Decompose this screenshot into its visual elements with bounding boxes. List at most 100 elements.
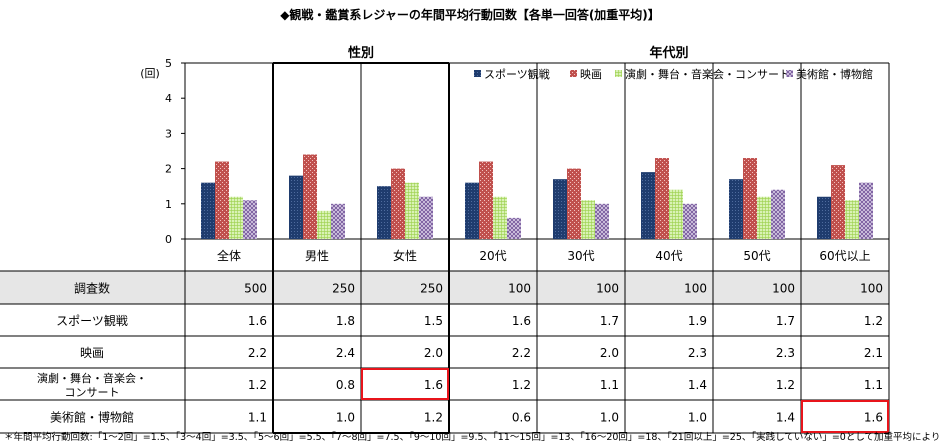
legend-swatch-2 [570, 70, 577, 77]
bar-1-1 [201, 182, 215, 239]
row-label-4: 美術館・博物館 [50, 410, 134, 425]
category-label-3: 女性 [393, 248, 417, 263]
value-1-3: 1.5 [424, 314, 443, 328]
value-2-4: 2.2 [512, 346, 531, 360]
value-3-6: 1.4 [688, 378, 707, 392]
value-4-4: 0.6 [512, 411, 531, 425]
sample-row-bg [0, 271, 889, 304]
value-4-2: 1.0 [336, 411, 355, 425]
value-4-3: 1.2 [424, 411, 443, 425]
bar-3-2 [317, 210, 331, 239]
legend-label-2: 映画 [580, 68, 602, 81]
bar-1-5 [553, 179, 567, 239]
bar-4-1 [243, 200, 257, 239]
footnote: ＊年間平均行動回数:「1〜2回」=1.5、「3〜4回」=3.5、「5〜6回」=5… [4, 432, 940, 443]
row-label-2: 映画 [80, 346, 104, 360]
bar-3-4 [493, 196, 507, 239]
bar-4-6 [683, 203, 697, 239]
value-4-7: 1.4 [776, 411, 795, 425]
bar-1-3 [377, 186, 391, 239]
sample-size-1: 500 [244, 282, 267, 296]
bar-1-8 [817, 196, 831, 239]
value-4-5: 1.0 [600, 411, 619, 425]
bar-4-8 [859, 182, 873, 239]
chart-title: ◆観戦・鑑賞系レジャーの年間平均行動回数【各単一回答(加重平均)】 [280, 8, 660, 22]
category-label-2: 男性 [305, 249, 329, 263]
bar-1-4 [465, 182, 479, 239]
legend: スポーツ観戦 映画 演劇・舞台・音楽会・コンサート 美術館・博物館 [474, 67, 873, 81]
value-3-4: 1.2 [512, 378, 531, 392]
sample-size-7: 100 [772, 282, 795, 296]
bar-2-5 [567, 168, 581, 239]
bar-3-6 [669, 189, 683, 239]
row-label-1: スポーツ観戦 [56, 314, 128, 328]
bar-4-5 [595, 203, 609, 239]
value-1-8: 1.2 [864, 314, 883, 328]
legend-swatch-4 [786, 70, 793, 77]
y-tick-label: 2 [165, 163, 172, 176]
value-1-4: 1.6 [512, 314, 531, 328]
value-3-5: 1.1 [600, 378, 619, 392]
bar-3-8 [845, 200, 859, 239]
legend-swatch-3 [615, 70, 622, 77]
value-3-2: 0.8 [336, 378, 355, 392]
category-label-5: 30代 [567, 249, 594, 263]
category-label-4: 20代 [479, 249, 506, 263]
value-2-8: 2.1 [864, 346, 883, 360]
value-1-6: 1.9 [688, 314, 707, 328]
y-tick-label: 0 [165, 233, 172, 246]
sample-size-3: 250 [420, 282, 443, 296]
sample-size-8: 100 [860, 282, 883, 296]
category-label-7: 50代 [743, 249, 770, 263]
row-label-3: コンサート [65, 386, 120, 399]
bar-3-7 [757, 196, 771, 239]
row-label-3: 演劇・舞台・音楽会・ [37, 371, 147, 385]
legend-label-1: スポーツ観戦 [484, 67, 550, 81]
bar-3-5 [581, 200, 595, 239]
y-tick-label: 4 [165, 92, 172, 105]
category-label-1: 全体 [217, 248, 241, 263]
category-label-6: 40代 [655, 249, 682, 263]
group-label-age: 年代別 [649, 45, 688, 61]
bar-2-4 [479, 161, 493, 239]
legend-label-3: 演劇・舞台・音楽会・コンサート [625, 67, 790, 81]
y-unit-label: (回) [140, 67, 160, 80]
row-label-sample: 調査数 [74, 281, 110, 296]
value-4-6: 1.0 [688, 411, 707, 425]
value-1-2: 1.8 [336, 314, 355, 328]
value-2-6: 2.3 [688, 346, 707, 360]
sample-size-6: 100 [684, 282, 707, 296]
value-3-1: 1.2 [248, 378, 267, 392]
plot-area: 0 1 2 3 4 5 (回) 性別 年代別 [140, 45, 889, 246]
bar-4-2 [331, 203, 345, 239]
legend-swatch-1 [474, 70, 481, 77]
bar-4-7 [771, 189, 785, 239]
bar-2-6 [655, 158, 669, 239]
value-1-1: 1.6 [248, 314, 267, 328]
bar-4-4 [507, 217, 521, 239]
value-1-5: 1.7 [600, 314, 619, 328]
legend-label-4: 美術館・博物館 [796, 67, 873, 81]
value-2-7: 2.3 [776, 346, 795, 360]
sample-size-2: 250 [332, 282, 355, 296]
highlight-box [361, 368, 449, 400]
category-label-8: 60代以上 [819, 249, 870, 263]
value-2-1: 2.2 [248, 346, 267, 360]
value-2-3: 2.0 [424, 346, 443, 360]
bar-2-7 [743, 158, 757, 239]
value-4-1: 1.1 [248, 411, 267, 425]
highlight-box [801, 400, 889, 433]
bar-1-2 [289, 175, 303, 239]
y-tick-label: 3 [165, 127, 172, 140]
sample-size-4: 100 [508, 282, 531, 296]
bar-3-1 [229, 196, 243, 239]
bar-2-3 [391, 168, 405, 239]
bar-2-1 [215, 161, 229, 239]
value-4-8: 1.6 [864, 411, 883, 425]
value-3-8: 1.1 [864, 378, 883, 392]
sample-size-5: 100 [596, 282, 619, 296]
value-2-2: 2.4 [336, 346, 355, 360]
value-3-3: 1.6 [424, 378, 443, 392]
bar-1-6 [641, 172, 655, 239]
